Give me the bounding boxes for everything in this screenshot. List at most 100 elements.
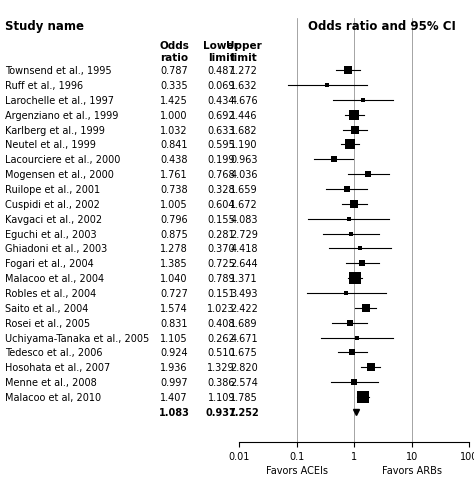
- Text: 0.281: 0.281: [208, 229, 235, 239]
- Text: 0.155: 0.155: [207, 214, 235, 224]
- Text: 2.422: 2.422: [230, 303, 258, 313]
- Text: Eguchi et al., 2003: Eguchi et al., 2003: [5, 229, 96, 239]
- Text: 0.924: 0.924: [160, 348, 188, 358]
- Text: 0.831: 0.831: [160, 318, 188, 328]
- Text: 3.493: 3.493: [230, 288, 258, 299]
- Text: Favors ARBs: Favors ARBs: [382, 465, 442, 475]
- Text: 1.105: 1.105: [160, 333, 188, 343]
- Text: 0.510: 0.510: [208, 348, 235, 358]
- Text: 1.252: 1.252: [228, 407, 259, 417]
- Text: 0.738: 0.738: [160, 185, 188, 194]
- Text: 0.335: 0.335: [160, 81, 188, 91]
- Text: Odds ratio and 95% CI: Odds ratio and 95% CI: [308, 20, 456, 33]
- Text: 1.446: 1.446: [230, 110, 258, 120]
- Text: 1.040: 1.040: [160, 274, 188, 284]
- Text: 2.574: 2.574: [230, 377, 258, 387]
- Text: Argenziano et al., 1999: Argenziano et al., 1999: [5, 110, 118, 120]
- Text: 1.689: 1.689: [230, 318, 258, 328]
- Text: Hosohata et al., 2007: Hosohata et al., 2007: [5, 362, 110, 372]
- Text: 1.278: 1.278: [160, 244, 188, 254]
- Text: 4.418: 4.418: [230, 244, 258, 254]
- Text: Cuspidi et al., 2002: Cuspidi et al., 2002: [5, 200, 100, 209]
- Text: 1.659: 1.659: [230, 185, 258, 194]
- Text: Menne et al., 2008: Menne et al., 2008: [5, 377, 97, 387]
- Text: 4.671: 4.671: [230, 333, 258, 343]
- Text: Ruilope et al., 2001: Ruilope et al., 2001: [5, 185, 100, 194]
- Text: 0.796: 0.796: [160, 214, 188, 224]
- Text: 1.329: 1.329: [208, 362, 235, 372]
- Text: 1.005: 1.005: [160, 200, 188, 209]
- Text: Malacoo et al, 2010: Malacoo et al, 2010: [5, 392, 101, 402]
- Text: Study name: Study name: [5, 20, 84, 33]
- Text: 1.109: 1.109: [208, 392, 235, 402]
- Text: 1.371: 1.371: [230, 274, 258, 284]
- Text: 0.841: 0.841: [160, 140, 188, 150]
- Text: 4.036: 4.036: [230, 170, 258, 180]
- Text: Townsend et al., 1995: Townsend et al., 1995: [5, 66, 111, 76]
- Text: 0.199: 0.199: [208, 155, 235, 165]
- Text: 0.997: 0.997: [160, 377, 188, 387]
- Text: Saito et al., 2004: Saito et al., 2004: [5, 303, 88, 313]
- Text: 4.676: 4.676: [230, 96, 258, 106]
- Text: 1.682: 1.682: [230, 125, 258, 135]
- Text: 1.407: 1.407: [160, 392, 188, 402]
- Text: Uchiyama-Tanaka et al., 2005: Uchiyama-Tanaka et al., 2005: [5, 333, 149, 343]
- Text: 0.768: 0.768: [208, 170, 235, 180]
- Text: Odds
ratio: Odds ratio: [159, 41, 189, 62]
- Text: 0.069: 0.069: [208, 81, 235, 91]
- Text: 0.328: 0.328: [208, 185, 235, 194]
- Text: 0.692: 0.692: [208, 110, 235, 120]
- Text: 0.487: 0.487: [208, 66, 235, 76]
- Text: 0.963: 0.963: [230, 155, 258, 165]
- Text: 0.727: 0.727: [160, 288, 188, 299]
- Text: Robles et al., 2004: Robles et al., 2004: [5, 288, 96, 299]
- Text: 0.787: 0.787: [160, 66, 188, 76]
- Text: 0.370: 0.370: [208, 244, 235, 254]
- Text: 0.789: 0.789: [208, 274, 235, 284]
- Text: Kavgaci et al., 2002: Kavgaci et al., 2002: [5, 214, 102, 224]
- Text: 0.937: 0.937: [206, 407, 237, 417]
- Text: 0.595: 0.595: [207, 140, 235, 150]
- Text: 0.408: 0.408: [208, 318, 235, 328]
- Text: 0.386: 0.386: [208, 377, 235, 387]
- Text: Karlberg et al., 1999: Karlberg et al., 1999: [5, 125, 105, 135]
- Text: 1.023: 1.023: [208, 303, 235, 313]
- Text: 0.151: 0.151: [208, 288, 235, 299]
- Text: Rosei et al., 2005: Rosei et al., 2005: [5, 318, 90, 328]
- Text: 1.675: 1.675: [230, 348, 258, 358]
- Text: 1.632: 1.632: [230, 81, 258, 91]
- Text: Mogensen et al., 2000: Mogensen et al., 2000: [5, 170, 114, 180]
- Text: Upper
limit: Upper limit: [226, 41, 262, 62]
- Text: 1.385: 1.385: [160, 259, 188, 269]
- Text: 1.936: 1.936: [160, 362, 188, 372]
- Text: Lower
limit: Lower limit: [203, 41, 239, 62]
- Text: 1.761: 1.761: [160, 170, 188, 180]
- Text: 1.032: 1.032: [160, 125, 188, 135]
- Text: 1.190: 1.190: [230, 140, 258, 150]
- Text: Favors ACEIs: Favors ACEIs: [266, 465, 328, 475]
- Text: Lacourciere et al., 2000: Lacourciere et al., 2000: [5, 155, 120, 165]
- Text: Malacoo et al., 2004: Malacoo et al., 2004: [5, 274, 104, 284]
- Text: 1.083: 1.083: [158, 407, 190, 417]
- Text: 0.604: 0.604: [208, 200, 235, 209]
- Text: 0.438: 0.438: [160, 155, 188, 165]
- Text: 0.262: 0.262: [207, 333, 235, 343]
- Text: 1.272: 1.272: [230, 66, 258, 76]
- Text: 4.083: 4.083: [230, 214, 258, 224]
- Text: 0.434: 0.434: [208, 96, 235, 106]
- Text: 0.633: 0.633: [208, 125, 235, 135]
- Text: 1.425: 1.425: [160, 96, 188, 106]
- Text: 2.820: 2.820: [230, 362, 258, 372]
- Text: Tedesco et al., 2006: Tedesco et al., 2006: [5, 348, 102, 358]
- Text: 2.729: 2.729: [230, 229, 258, 239]
- Text: Ruff et al., 1996: Ruff et al., 1996: [5, 81, 83, 91]
- Text: Ghiadoni et al., 2003: Ghiadoni et al., 2003: [5, 244, 107, 254]
- Text: Larochelle et al., 1997: Larochelle et al., 1997: [5, 96, 114, 106]
- Text: 0.875: 0.875: [160, 229, 188, 239]
- Text: 1.574: 1.574: [160, 303, 188, 313]
- Text: Fogari et al., 2004: Fogari et al., 2004: [5, 259, 93, 269]
- Text: 0.725: 0.725: [207, 259, 235, 269]
- Text: 1.785: 1.785: [230, 392, 258, 402]
- Text: 1.672: 1.672: [230, 200, 258, 209]
- Text: 2.644: 2.644: [230, 259, 258, 269]
